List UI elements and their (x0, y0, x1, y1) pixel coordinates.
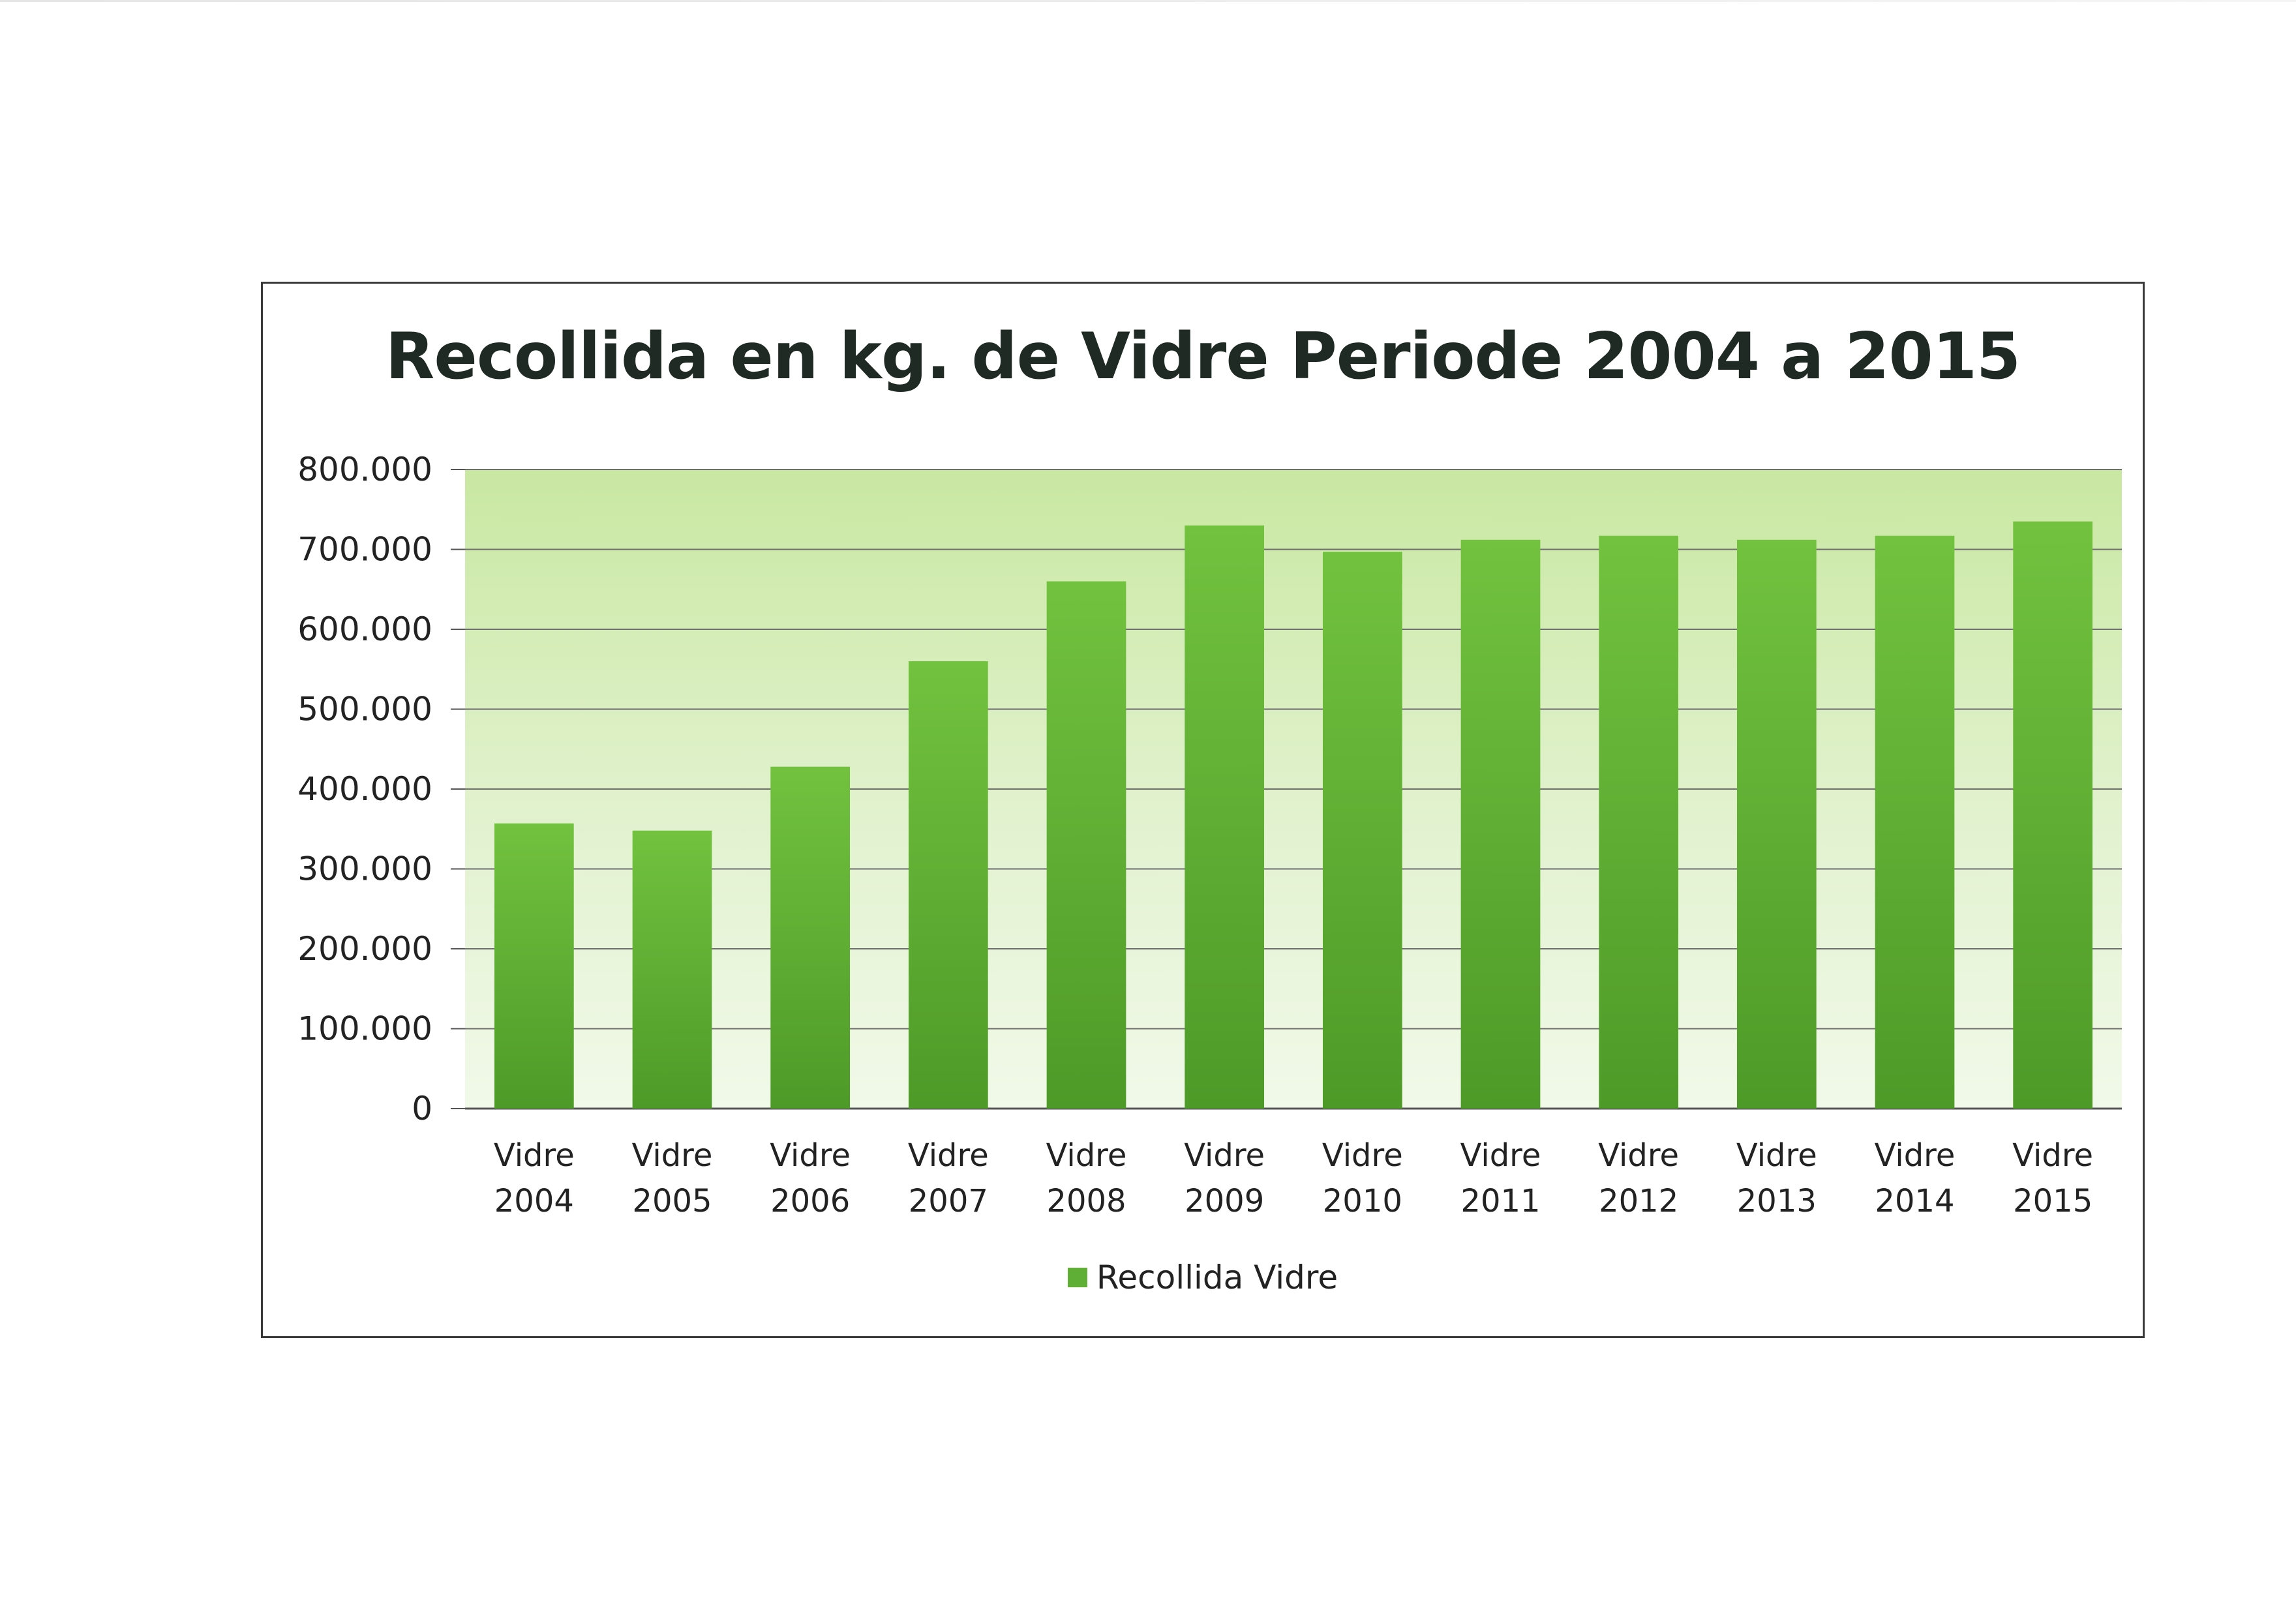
bar (632, 830, 712, 1109)
x-tick-label: Vidre (2012, 1137, 2093, 1174)
y-tick-label: 400.000 (297, 770, 432, 808)
y-tick-label: 600.000 (297, 610, 432, 648)
bar (770, 766, 851, 1109)
y-tick-label: 200.000 (297, 930, 432, 968)
x-tick-label: Vidre (1736, 1137, 1817, 1174)
bar (2013, 521, 2093, 1109)
legend: Recollida Vidre (263, 1259, 2143, 1296)
y-tick-label: 700.000 (297, 531, 432, 569)
x-tick-label: Vidre (1460, 1137, 1541, 1174)
x-tick-label: Vidre (494, 1137, 575, 1174)
bar (1875, 535, 1955, 1109)
bar (1185, 525, 1265, 1109)
x-tick-label: Vidre (1875, 1137, 1956, 1174)
chart-plot: 0 100.000 200.000 300.000 400.000 500.000 600.… (297, 451, 2122, 1219)
bar (494, 823, 574, 1109)
x-tick-label: Vidre (1598, 1137, 1679, 1174)
x-tick-label: Vidre (632, 1137, 713, 1174)
x-tick-label: 2010 (1323, 1183, 1402, 1219)
chart-frame: Recollida en kg. de Vidre Periode 2004 a… (261, 282, 2145, 1338)
x-tick-label: 2006 (770, 1183, 850, 1219)
y-tick-label: 800.000 (297, 451, 432, 488)
x-tick-label: 2009 (1185, 1183, 1264, 1219)
x-tick-label: 2011 (1460, 1183, 1540, 1219)
bar (1599, 535, 1679, 1109)
x-tick-label: 2007 (909, 1183, 988, 1219)
y-tick-label: 300.000 (297, 850, 432, 888)
legend-label-recollida-vidre: Recollida Vidre (1096, 1259, 1338, 1296)
x-tick-label: Vidre (1184, 1137, 1265, 1174)
x-tick-label: 2005 (632, 1183, 712, 1219)
y-tick-label: 500.000 (297, 691, 432, 728)
x-tick-label: 2004 (494, 1183, 574, 1219)
bar (1460, 539, 1541, 1109)
x-tick-label: Vidre (1046, 1137, 1127, 1174)
x-tick-label: Vidre (908, 1137, 989, 1174)
bar (908, 661, 988, 1109)
x-tick-label: 2014 (1875, 1183, 1954, 1219)
bar (1322, 552, 1402, 1109)
bar (1046, 581, 1126, 1109)
chart-title: Recollida en kg. de Vidre Periode 2004 a… (385, 320, 2021, 394)
y-tick-label: 100.000 (297, 1010, 432, 1048)
x-tick-label: Vidre (770, 1137, 851, 1174)
x-tick-label: 2015 (2013, 1183, 2092, 1219)
y-tick-label: 0 (412, 1090, 432, 1127)
x-tick-label: Vidre (1322, 1137, 1403, 1174)
x-tick-label: 2012 (1599, 1183, 1678, 1219)
x-tick-label: 2008 (1046, 1183, 1126, 1219)
x-tick-label: 2013 (1737, 1183, 1817, 1219)
bar (1736, 539, 1817, 1109)
legend-swatch-recollida-vidre (1067, 1268, 1087, 1287)
page-edge (0, 0, 2296, 2)
